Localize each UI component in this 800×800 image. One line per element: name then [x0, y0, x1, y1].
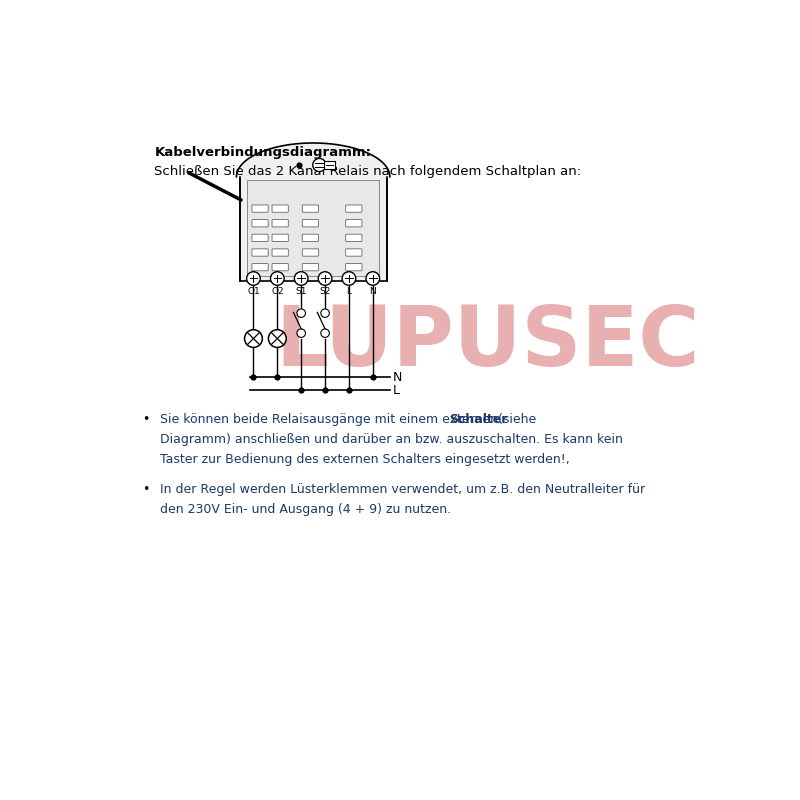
Circle shape: [270, 272, 284, 286]
Text: (siehe: (siehe: [494, 414, 537, 426]
Text: •: •: [142, 482, 150, 495]
FancyBboxPatch shape: [346, 219, 362, 227]
Text: O1: O1: [247, 287, 260, 296]
Text: Sie können beide Relaisausgänge mit einem externen: Sie können beide Relaisausgänge mit eine…: [161, 414, 502, 426]
Text: Schalter: Schalter: [449, 414, 507, 426]
FancyBboxPatch shape: [302, 234, 318, 242]
FancyBboxPatch shape: [272, 219, 288, 227]
Text: N: N: [370, 287, 376, 296]
Circle shape: [366, 272, 380, 286]
FancyBboxPatch shape: [272, 234, 288, 242]
FancyBboxPatch shape: [239, 177, 386, 281]
FancyBboxPatch shape: [252, 249, 268, 256]
Text: LUPUSEC: LUPUSEC: [275, 302, 700, 383]
Text: •: •: [142, 414, 150, 426]
Text: Schließen Sie das 2 Kanal Relais nach folgendem Schaltplan an:: Schließen Sie das 2 Kanal Relais nach fo…: [154, 166, 582, 178]
FancyBboxPatch shape: [302, 219, 318, 227]
Circle shape: [321, 309, 330, 318]
FancyBboxPatch shape: [346, 249, 362, 256]
Circle shape: [313, 158, 326, 171]
Text: S2: S2: [319, 287, 330, 296]
FancyBboxPatch shape: [302, 205, 318, 212]
FancyBboxPatch shape: [252, 205, 268, 212]
Text: S1: S1: [295, 287, 307, 296]
FancyBboxPatch shape: [252, 263, 268, 270]
FancyBboxPatch shape: [272, 205, 288, 212]
Text: L: L: [346, 287, 351, 296]
FancyBboxPatch shape: [272, 249, 288, 256]
FancyBboxPatch shape: [346, 205, 362, 212]
Text: O2: O2: [271, 287, 284, 296]
Text: In der Regel werden Lüsterklemmen verwendet, um z.B. den Neutralleiter für: In der Regel werden Lüsterklemmen verwen…: [161, 482, 646, 495]
Circle shape: [297, 329, 306, 338]
FancyBboxPatch shape: [247, 180, 379, 276]
FancyBboxPatch shape: [346, 263, 362, 270]
Circle shape: [321, 329, 330, 338]
FancyBboxPatch shape: [252, 219, 268, 227]
Circle shape: [297, 309, 306, 318]
FancyBboxPatch shape: [324, 161, 335, 169]
FancyBboxPatch shape: [272, 263, 288, 270]
Circle shape: [269, 330, 286, 347]
Text: N: N: [393, 370, 402, 383]
FancyBboxPatch shape: [346, 234, 362, 242]
Circle shape: [246, 272, 260, 286]
Text: den 230V Ein- und Ausgang (4 + 9) zu nutzen.: den 230V Ein- und Ausgang (4 + 9) zu nut…: [161, 502, 451, 515]
Text: L: L: [393, 384, 400, 397]
Circle shape: [342, 272, 356, 286]
Text: Diagramm) anschließen und darüber an bzw. auszuschalten. Es kann kein: Diagramm) anschließen und darüber an bzw…: [161, 434, 623, 446]
Circle shape: [318, 272, 332, 286]
FancyBboxPatch shape: [252, 234, 268, 242]
Circle shape: [245, 330, 262, 347]
Text: Taster zur Bedienung des externen Schalters eingesetzt werden!,: Taster zur Bedienung des externen Schalt…: [161, 454, 570, 466]
FancyBboxPatch shape: [302, 263, 318, 270]
Circle shape: [294, 272, 308, 286]
Text: Kabelverbindungsdiagramm:: Kabelverbindungsdiagramm:: [154, 146, 371, 159]
FancyBboxPatch shape: [302, 249, 318, 256]
